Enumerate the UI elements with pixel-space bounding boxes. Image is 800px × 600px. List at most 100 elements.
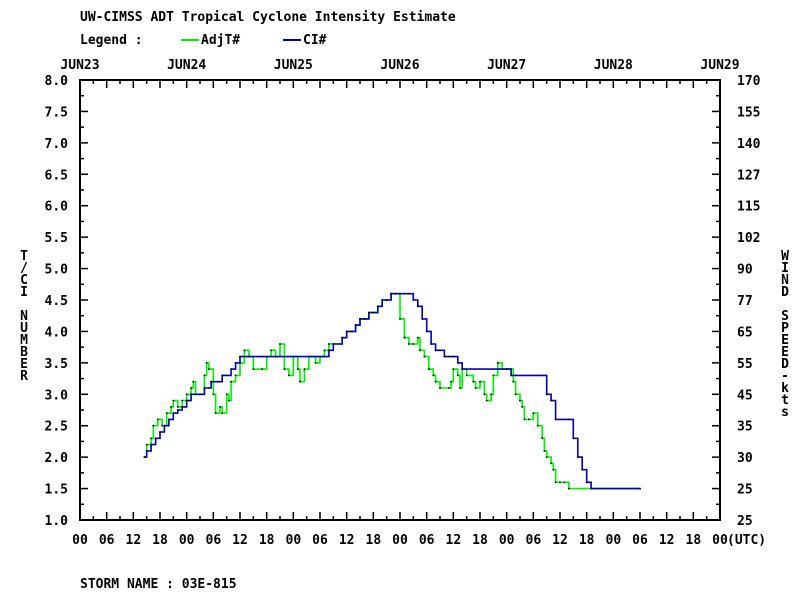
series-line-ci (144, 292, 640, 490)
data-point (452, 368, 455, 370)
data-point (412, 299, 415, 301)
data-point (505, 368, 508, 370)
data-point (581, 468, 584, 471)
data-point (150, 437, 153, 440)
x-hour-label: 18 (366, 533, 382, 548)
y-tick-label-left: 4.5 (45, 294, 68, 309)
axis-title-char: B (20, 345, 28, 360)
data-point (443, 355, 446, 358)
data-point (225, 374, 228, 377)
data-point (412, 343, 415, 345)
data-point (485, 399, 488, 402)
data-point (510, 374, 512, 377)
x-hour-label: 18 (152, 533, 168, 548)
x-hour-label: 12 (126, 533, 142, 548)
data-point (303, 368, 306, 370)
data-point (350, 330, 352, 333)
data-point (216, 380, 219, 383)
x-hour-label: 12 (232, 533, 248, 548)
data-point (399, 292, 401, 295)
data-point (234, 374, 237, 377)
y-tick-label-left: 5.0 (45, 263, 69, 278)
y-tick-label-left: 6.0 (45, 200, 69, 215)
data-point (483, 393, 486, 396)
axis-title-char: k (781, 381, 789, 396)
data-point (492, 374, 495, 377)
data-point (639, 487, 641, 490)
x-hour-label: 06 (419, 533, 435, 548)
data-point (230, 368, 233, 370)
data-point (465, 374, 468, 377)
data-point (521, 406, 524, 408)
data-point (154, 437, 157, 440)
data-point (514, 393, 517, 396)
y-tick-label-left: 4.0 (45, 325, 69, 340)
data-point (385, 299, 388, 301)
data-point (221, 374, 224, 377)
x-hour-label: 06 (526, 533, 542, 548)
data-point (554, 481, 557, 484)
data-point (403, 336, 406, 339)
data-point (456, 374, 459, 377)
data-point (416, 305, 419, 308)
data-point (363, 318, 366, 320)
data-point (428, 368, 430, 370)
axis-title-char: S (781, 309, 789, 324)
date-labels: JUN23 JUN24 JUN25 JUN26 JUN27 JUN28 JUN29 (60, 58, 739, 73)
x-hour-label: 00 (72, 533, 88, 548)
y-tick-label-right: 155 (737, 105, 760, 120)
data-point (563, 481, 566, 484)
axis-title-char: T (20, 249, 28, 264)
data-point (559, 481, 561, 484)
data-point (225, 393, 228, 396)
data-point (299, 380, 301, 383)
axis-ticks (79, 79, 721, 521)
data-point (243, 349, 246, 352)
data-point (419, 349, 421, 352)
data-point (314, 362, 317, 364)
date-label: JUN27 (487, 58, 526, 73)
data-point (165, 412, 168, 414)
x-hour-label: 00 (392, 533, 408, 548)
data-point (523, 418, 526, 421)
axis-title-char: E (781, 345, 789, 360)
data-point (376, 305, 379, 308)
data-point (408, 343, 410, 345)
data-point (328, 343, 330, 345)
data-point (161, 424, 164, 427)
y-tick-label-left: 3.0 (45, 388, 69, 403)
date-label: JUN28 (594, 58, 633, 73)
data-point (448, 387, 450, 389)
chart-title: UW-CIMSS ADT Tropical Cyclone Intensity … (80, 10, 456, 25)
y-tick-label-left: 1.5 (45, 483, 68, 498)
x-hour-label: 18 (579, 533, 595, 548)
data-point (541, 437, 544, 440)
x-hour-label: 12 (552, 533, 568, 548)
data-point (208, 387, 210, 389)
data-point (423, 355, 426, 358)
y-axis-right-labels: 25 25 30 35 45 55 65 77 90 102 115 127 140 155 170 (737, 74, 761, 529)
y-tick-label-right: 127 (737, 168, 760, 183)
data-point (185, 393, 188, 396)
data-point (170, 406, 173, 408)
data-point (585, 481, 588, 484)
data-point (172, 399, 175, 402)
data-point (354, 324, 357, 326)
legend-label-adjt: AdjT# (201, 33, 240, 48)
data-point (145, 443, 148, 446)
data-point (261, 368, 264, 370)
data-point (545, 393, 548, 396)
data-point (203, 374, 206, 377)
data-point (472, 380, 475, 383)
y-tick-label-right: 45 (737, 388, 753, 403)
data-point (452, 355, 455, 358)
y-tick-label-right: 170 (737, 74, 761, 89)
axis-title-char: / (20, 261, 28, 276)
data-point (425, 330, 428, 333)
data-point (208, 368, 210, 370)
y-tick-label-right: 102 (737, 231, 760, 246)
data-point (328, 349, 330, 352)
data-point (448, 355, 450, 358)
date-label: JUN23 (60, 58, 99, 73)
